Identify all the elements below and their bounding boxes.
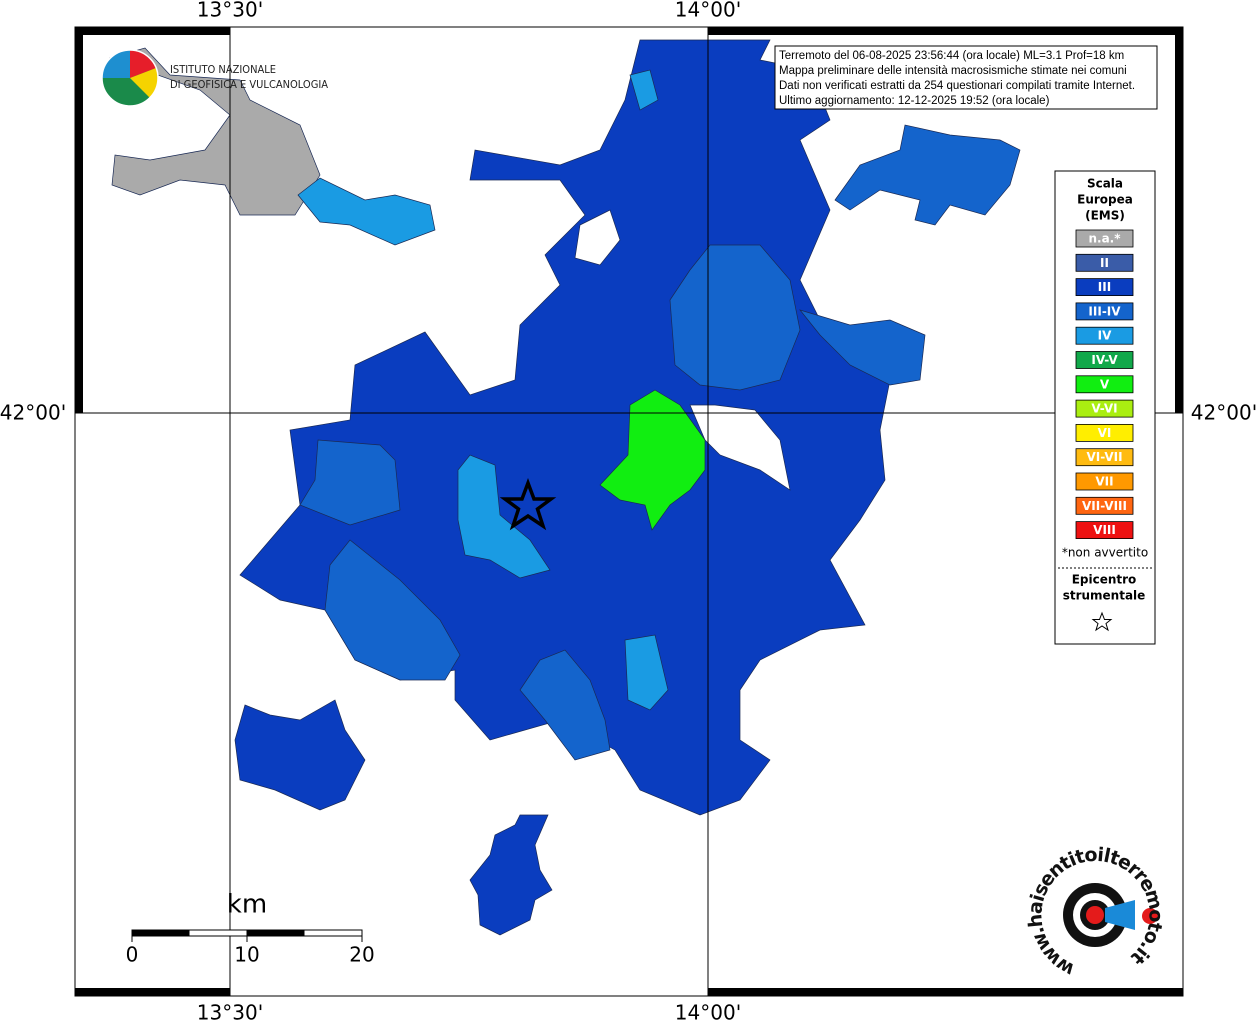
legend-swatch <box>1075 375 1134 394</box>
legend-swatch <box>1075 399 1134 418</box>
frame-ticks <box>75 27 1183 996</box>
legend-label: IV-V <box>1091 353 1118 367</box>
legend-swatch <box>1075 302 1134 321</box>
legend-label: IV <box>1098 329 1112 343</box>
legend-label: VI <box>1098 426 1112 440</box>
legend-label: n.a.* <box>1088 232 1121 246</box>
epicenter-star <box>499 478 557 531</box>
legend-label: VII <box>1095 475 1113 489</box>
scale-label: 0 <box>126 943 139 967</box>
legend-note: *non avvertito <box>1062 546 1148 560</box>
lon-label: 13°30' <box>197 0 263 22</box>
legend-swatch <box>1075 472 1134 491</box>
legend-label: V <box>1100 377 1110 391</box>
legend-swatch <box>1075 521 1134 539</box>
legend-title: (EMS) <box>1085 209 1125 223</box>
frame <box>74 26 1184 997</box>
legend-label: VII-VIII <box>1082 499 1127 513</box>
info-line: Dati non verificati estratti da 254 ques… <box>779 80 1135 92</box>
lon-label: 14°00' <box>675 0 741 22</box>
legend-star <box>1091 611 1113 632</box>
info-line: Ultimo aggiornamento: 12-12-2025 19:52 (… <box>779 95 1050 107</box>
legend-label: II <box>1100 256 1109 270</box>
legend-label: III <box>1098 280 1111 294</box>
scale-label: 10 <box>234 943 259 967</box>
legend-swatch <box>1075 229 1134 248</box>
scale-unit: km <box>227 890 267 920</box>
info-line: Mappa preliminare delle intensità macros… <box>779 65 1127 77</box>
legend-swatch <box>1075 423 1134 442</box>
legend-swatch <box>1075 351 1134 369</box>
ingv-logo: ISTITUTO NAZIONALE DI GEOFISICA E VULCAN… <box>101 49 328 107</box>
legend-title: Europea <box>1077 193 1133 207</box>
regions <box>108 39 1021 936</box>
lon-label: 13°30' <box>197 1001 263 1024</box>
info-box <box>774 45 1158 110</box>
legend-label: VI-VII <box>1086 450 1122 464</box>
legend-epicenter: strumentale <box>1063 589 1146 603</box>
legend-swatch <box>1075 253 1134 272</box>
graticule <box>75 27 1183 996</box>
legend-epicenter: Epicentro <box>1072 573 1137 587</box>
legend-swatch <box>1075 496 1134 515</box>
legend-swatch <box>1075 278 1134 297</box>
logo-text: DI GEOFISICA E VULCANOLOGIA <box>170 78 328 91</box>
lat-label: 42°00' <box>1191 401 1257 425</box>
legend-label: V-VI <box>1091 402 1117 416</box>
info-line: Terremoto del 06-08-2025 23:56:44 (ora l… <box>779 50 1124 62</box>
logo-text: ISTITUTO NAZIONALE <box>170 63 276 76</box>
legend-swatch <box>1075 326 1134 345</box>
legend-swatch <box>1075 448 1134 467</box>
scale-bar: km 0 10 20 <box>126 890 375 967</box>
lat-label: 42°00' <box>0 401 66 425</box>
lon-label: 14°00' <box>675 1001 741 1024</box>
legend-label: III-IV <box>1088 304 1121 318</box>
legend-title: Scala <box>1087 177 1123 191</box>
scale-label: 20 <box>349 943 374 967</box>
legend-label: VIII <box>1093 523 1116 537</box>
